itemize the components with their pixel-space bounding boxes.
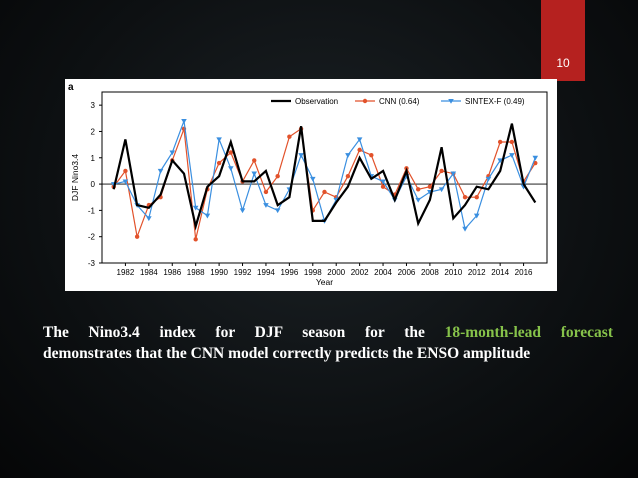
cnn-point <box>322 189 327 195</box>
series-line-0 <box>112 123 537 231</box>
page-number-tab <box>541 0 585 81</box>
cnn-point <box>252 158 257 163</box>
sintex-point <box>146 216 152 222</box>
sintex-point <box>415 197 421 203</box>
x-tick-label: 1998 <box>304 268 322 277</box>
y-tick-label: -1 <box>88 206 96 215</box>
caption-line-1: The Nino3.4 index for DJF season for the… <box>43 322 613 343</box>
sintex-point <box>204 213 211 219</box>
cnn-point <box>497 139 503 145</box>
cnn-point <box>263 189 269 195</box>
sintex-point <box>228 166 234 172</box>
y-tick-label: 0 <box>91 180 96 189</box>
cnn-point <box>357 147 362 153</box>
x-tick-label: 1994 <box>257 268 275 277</box>
legend-marker <box>362 98 368 104</box>
sintex-point <box>438 187 445 193</box>
y-tick-label: 2 <box>91 127 96 136</box>
nino34-line-chart: -3 -2 -1 0 1 2 3 1982 1984 1986 1988 1990 1992 1994 19… <box>68 82 548 287</box>
cnn-point <box>462 195 468 200</box>
cnn-point <box>228 150 234 155</box>
sintex-point <box>345 153 351 158</box>
y-tick-label: 3 <box>91 101 96 110</box>
sintex-point <box>251 171 258 177</box>
x-tick-label: 2004 <box>374 268 392 277</box>
sintex-point <box>274 208 281 214</box>
y-tick-label: -3 <box>88 259 96 268</box>
sintex-point <box>192 205 199 211</box>
sintex-point <box>450 171 457 177</box>
caption-line-1-text: The Nino3.4 index for DJF season for the <box>43 324 445 341</box>
y-tick-label: 1 <box>91 154 96 163</box>
x-tick-label: 1988 <box>187 268 205 277</box>
legend-label: SINTEX-F (0.49) <box>465 97 525 106</box>
cnn-point <box>509 139 515 145</box>
sintex-point <box>181 118 187 124</box>
cnn-point <box>287 134 292 139</box>
x-axis-label: Year <box>316 277 333 287</box>
x-tick-label: 2016 <box>515 268 533 277</box>
cnn-point <box>369 152 374 158</box>
sintex-point <box>169 150 176 156</box>
x-tick-label: 2008 <box>421 268 439 277</box>
x-tick-label: 2012 <box>468 268 486 277</box>
sintex-point <box>473 213 480 219</box>
sintex-point <box>298 153 304 158</box>
x-tick-label: 1986 <box>163 268 181 277</box>
sintex-point <box>309 176 316 182</box>
page-number: 10 <box>556 56 570 70</box>
x-tick-label: 1984 <box>140 268 158 277</box>
cnn-point <box>439 168 444 174</box>
sintex-point <box>122 179 129 185</box>
cnn-point <box>275 173 280 179</box>
sintex-point <box>509 153 515 158</box>
x-tick-label: 2000 <box>327 268 345 277</box>
cnn-point <box>193 237 198 242</box>
x-tick-label: 1992 <box>234 268 252 277</box>
sintex-point <box>239 208 246 214</box>
sintex-point <box>157 168 164 174</box>
caption-line-2: demonstrates that the CNN model correctl… <box>43 345 531 362</box>
plot-frame <box>101 91 548 264</box>
sintex-point <box>216 137 222 143</box>
cnn-point <box>474 195 479 200</box>
caption-highlight: 18-month-lead forecast <box>444 324 613 341</box>
cnn-point <box>345 173 351 179</box>
cnn-point <box>123 168 128 174</box>
slide-caption: The Nino3.4 index for DJF season for the… <box>43 322 613 364</box>
cnn-point <box>134 234 140 239</box>
series-line-2 <box>113 120 536 231</box>
x-tick-label: 2006 <box>398 268 416 277</box>
sintex-point <box>485 176 492 182</box>
cnn-point <box>427 184 433 189</box>
sintex-point <box>532 155 539 161</box>
legend-label: Observation <box>295 97 338 106</box>
cnn-point <box>380 184 386 189</box>
x-tick-label: 2010 <box>444 268 462 277</box>
x-tick-label: 2014 <box>491 268 509 277</box>
chart-figure: -3 -2 -1 0 1 2 3 1982 1984 1986 1988 1990 1992 1994 19… <box>65 79 557 291</box>
x-tick-label: 1990 <box>210 268 228 277</box>
sintex-point <box>380 179 386 185</box>
y-axis-label: DJF Nino3.4 <box>70 154 80 202</box>
x-tick-label: 2002 <box>351 268 369 277</box>
sintex-point <box>497 158 503 164</box>
sintex-point <box>263 203 269 208</box>
cnn-point <box>415 187 421 192</box>
y-tick-label: -2 <box>88 233 96 242</box>
sintex-point <box>356 137 363 143</box>
legend-marker <box>448 99 454 104</box>
x-tick-label: 1982 <box>117 268 135 277</box>
legend-label: CNN (0.64) <box>379 97 420 106</box>
sintex-point <box>462 226 468 232</box>
cnn-point <box>216 160 222 166</box>
panel-label: a <box>68 82 74 93</box>
x-tick-label: 1996 <box>280 268 298 277</box>
